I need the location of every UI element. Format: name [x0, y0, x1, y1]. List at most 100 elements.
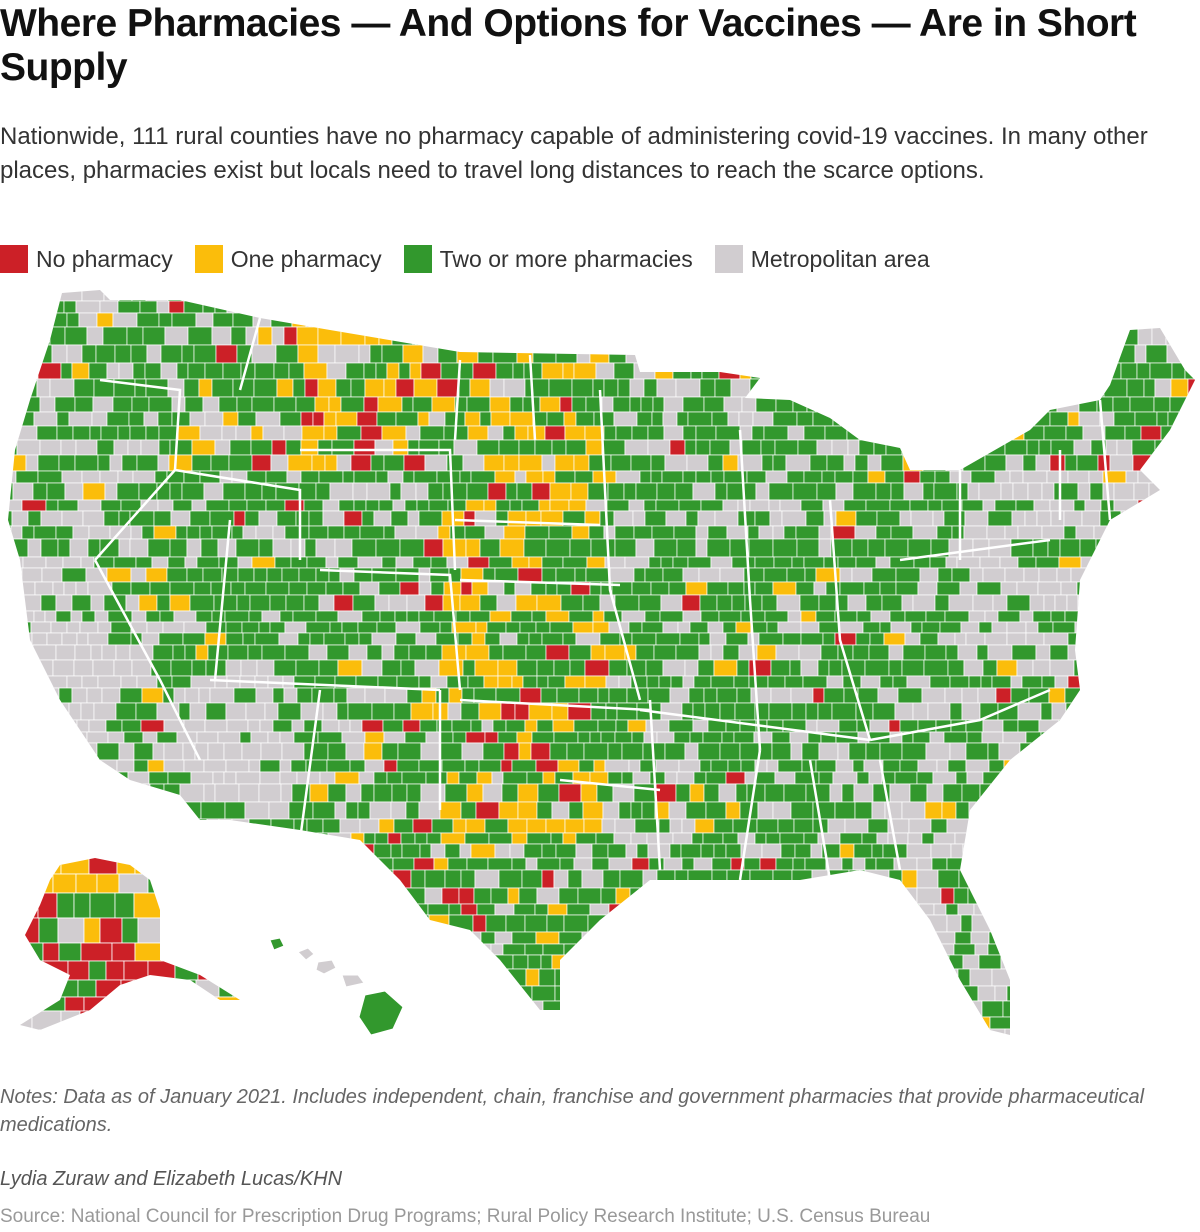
county-tile — [189, 411, 206, 427]
county-tile — [250, 425, 264, 441]
county-tile — [909, 783, 928, 803]
county-tile — [423, 538, 444, 558]
county-tile — [1178, 312, 1195, 328]
county-tile — [144, 362, 162, 380]
county-tile — [623, 482, 637, 501]
county-tile — [8, 1028, 16, 1035]
alaska-county-tile — [218, 979, 234, 998]
county-tile — [582, 801, 604, 820]
county-tile — [75, 581, 89, 596]
county-tile — [1033, 312, 1059, 328]
county-tile — [1088, 731, 1104, 744]
county-tile — [860, 675, 881, 689]
county-tile — [495, 1016, 518, 1030]
legend-label: Metropolitan area — [750, 245, 930, 272]
county-tile — [554, 985, 571, 1002]
county-tile — [200, 843, 221, 859]
county-tile — [832, 1028, 856, 1035]
county-tile — [312, 801, 336, 820]
county-tile — [790, 742, 803, 761]
county-tile — [1192, 731, 1195, 744]
county-tile — [360, 783, 375, 803]
county-tile — [240, 659, 258, 677]
county-tile — [1004, 525, 1019, 540]
county-tile — [492, 719, 507, 733]
county-tile — [346, 687, 366, 704]
county-tile — [994, 499, 1017, 512]
county-tile — [836, 954, 856, 970]
county-tile — [1152, 290, 1171, 302]
county-tile — [845, 300, 865, 314]
county-tile — [253, 1016, 271, 1030]
county-tile — [395, 632, 417, 646]
county-tile — [509, 411, 534, 427]
county-tile — [990, 378, 1011, 398]
county-tile — [568, 954, 586, 970]
county-tile — [290, 759, 307, 773]
county-tile — [150, 1028, 169, 1035]
county-tile — [662, 567, 684, 583]
county-tile — [464, 759, 480, 773]
county-tile — [237, 411, 257, 427]
county-tile — [979, 783, 998, 803]
county-tile — [643, 731, 658, 744]
alaska-county-tile — [225, 858, 240, 875]
county-tile — [574, 567, 587, 583]
county-tile — [987, 1028, 1006, 1035]
county-tile — [922, 411, 938, 427]
county-tile — [52, 719, 78, 733]
county-tile — [516, 1016, 537, 1030]
county-tile — [1070, 567, 1091, 583]
county-tile — [441, 759, 466, 773]
alaska-county-tile — [217, 1010, 240, 1030]
county-tile — [484, 300, 498, 314]
county-tile — [540, 954, 553, 970]
county-tile — [1078, 300, 1101, 314]
county-tile — [488, 556, 513, 569]
county-tile — [1104, 985, 1129, 1002]
county-tile — [1025, 731, 1042, 744]
county-tile — [279, 731, 295, 744]
county-tile — [847, 326, 866, 346]
county-tile — [306, 581, 327, 596]
county-tile — [91, 411, 108, 427]
county-tile — [8, 425, 14, 441]
county-tile — [391, 914, 407, 933]
county-tile — [664, 326, 682, 346]
county-tile — [725, 771, 746, 785]
county-tile — [45, 499, 59, 512]
county-tile — [1104, 621, 1127, 634]
county-tile — [645, 344, 670, 364]
county-tile — [874, 914, 890, 933]
county-tile — [714, 482, 728, 501]
county-tile — [733, 675, 750, 689]
county-tile — [244, 968, 270, 987]
county-tile — [987, 818, 1002, 834]
county-tile — [1136, 632, 1151, 646]
county-tile — [1050, 887, 1063, 905]
county-tile — [546, 914, 565, 933]
county-tile — [8, 759, 21, 773]
county-tile — [210, 581, 232, 596]
county-tile — [755, 396, 777, 413]
county-tile — [238, 290, 263, 302]
county-tile — [840, 968, 859, 987]
county-tile — [121, 454, 138, 472]
county-tile — [191, 499, 207, 512]
county-tile — [1172, 1016, 1192, 1030]
county-tile — [1016, 903, 1032, 916]
county-tile — [1184, 632, 1195, 646]
county-tile — [1192, 556, 1195, 569]
county-tile — [990, 887, 1016, 905]
county-tile — [747, 525, 760, 540]
county-tile — [574, 470, 594, 484]
county-tile — [117, 300, 141, 314]
county-tile — [285, 931, 305, 945]
county-tile — [695, 439, 711, 456]
county-tile — [8, 832, 22, 845]
county-tile — [661, 470, 684, 484]
alaska-county-tile — [110, 996, 135, 1012]
county-tile — [867, 454, 882, 472]
county-tile — [1024, 759, 1043, 773]
county-tile — [1116, 594, 1129, 612]
